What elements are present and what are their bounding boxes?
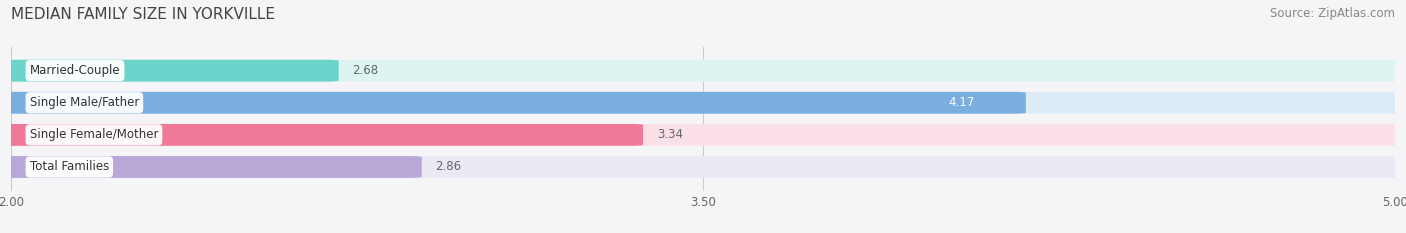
FancyBboxPatch shape [0, 156, 1406, 178]
FancyBboxPatch shape [0, 124, 643, 146]
Text: 4.17: 4.17 [949, 96, 976, 109]
FancyBboxPatch shape [0, 92, 1406, 114]
Text: Married-Couple: Married-Couple [30, 64, 121, 77]
FancyBboxPatch shape [0, 92, 1026, 114]
Text: 2.68: 2.68 [353, 64, 378, 77]
Text: 2.86: 2.86 [436, 161, 461, 174]
FancyBboxPatch shape [0, 60, 339, 82]
Text: MEDIAN FAMILY SIZE IN YORKVILLE: MEDIAN FAMILY SIZE IN YORKVILLE [11, 7, 276, 22]
FancyBboxPatch shape [0, 60, 1406, 82]
Text: Source: ZipAtlas.com: Source: ZipAtlas.com [1270, 7, 1395, 20]
FancyBboxPatch shape [0, 156, 422, 178]
FancyBboxPatch shape [0, 124, 1406, 146]
Text: Total Families: Total Families [30, 161, 108, 174]
Text: Single Male/Father: Single Male/Father [30, 96, 139, 109]
Text: Single Female/Mother: Single Female/Mother [30, 128, 159, 141]
Text: 3.34: 3.34 [657, 128, 683, 141]
